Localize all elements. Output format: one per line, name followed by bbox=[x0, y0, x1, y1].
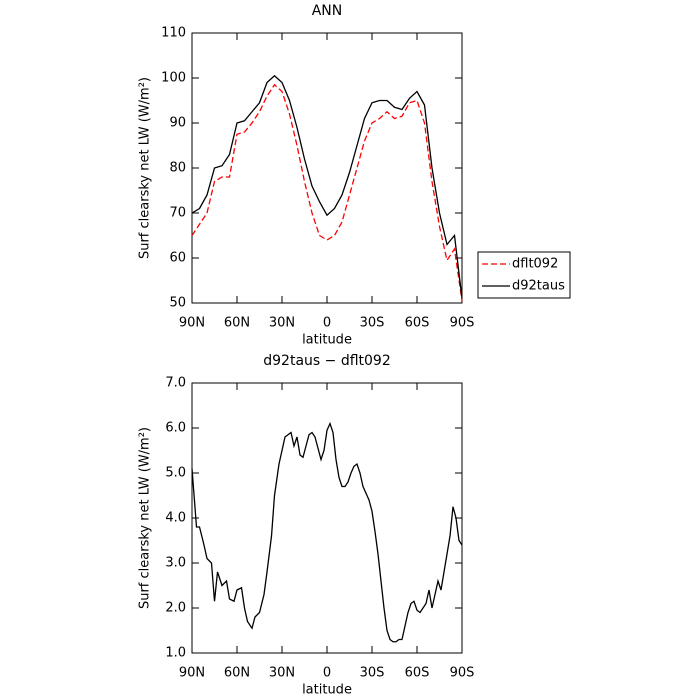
y-tick-label: 80 bbox=[169, 161, 186, 176]
x-tick-label: 90S bbox=[450, 666, 475, 681]
data-line bbox=[191, 74, 463, 299]
plot-frame bbox=[191, 382, 463, 654]
x-tick-label: 0 bbox=[323, 666, 331, 681]
y-tick-label: 1.0 bbox=[165, 646, 186, 661]
x-tick-label: 60N bbox=[224, 316, 250, 331]
x-tick-label: 60S bbox=[405, 316, 430, 331]
x-tick-label: 90N bbox=[179, 666, 205, 681]
legend-box bbox=[477, 251, 571, 299]
x-tick-label: 30N bbox=[269, 666, 295, 681]
legend-label: dflt092 bbox=[512, 257, 558, 272]
x-axis-label: latitude bbox=[302, 333, 352, 348]
x-axis-label: latitude bbox=[302, 683, 352, 698]
y-tick-label: 4.0 bbox=[165, 511, 186, 526]
y-tick-label: 7.0 bbox=[165, 376, 186, 391]
x-tick-label: 60N bbox=[224, 666, 250, 681]
y-tick-label: 5.0 bbox=[165, 466, 186, 481]
data-line bbox=[191, 83, 463, 301]
x-tick-label: 90S bbox=[450, 316, 475, 331]
y-axis-label: Surf clearsky net LW (W/m²) bbox=[138, 77, 153, 259]
y-tick-label: 100 bbox=[161, 71, 186, 86]
y-tick-label: 6.0 bbox=[165, 421, 186, 436]
x-tick-label: 0 bbox=[323, 316, 331, 331]
legend-label: d92taus bbox=[512, 279, 565, 294]
chart-title: ANN bbox=[312, 3, 343, 19]
y-tick-label: 60 bbox=[169, 251, 186, 266]
chart-title: d92taus − dflt092 bbox=[263, 353, 390, 369]
y-tick-label: 50 bbox=[169, 296, 186, 311]
x-tick-label: 30N bbox=[269, 316, 295, 331]
y-tick-label: 2.0 bbox=[165, 601, 186, 616]
x-tick-label: 30S bbox=[360, 316, 385, 331]
x-tick-label: 30S bbox=[360, 666, 385, 681]
y-tick-label: 110 bbox=[161, 26, 186, 41]
x-tick-label: 90N bbox=[179, 316, 205, 331]
y-tick-label: 3.0 bbox=[165, 556, 186, 571]
y-tick-label: 70 bbox=[169, 206, 186, 221]
data-line bbox=[191, 421, 463, 643]
plot-frame bbox=[191, 32, 463, 304]
y-tick-label: 90 bbox=[169, 116, 186, 131]
y-axis-label: Surf clearsky net LW (W/m²) bbox=[138, 427, 153, 609]
x-tick-label: 60S bbox=[405, 666, 430, 681]
